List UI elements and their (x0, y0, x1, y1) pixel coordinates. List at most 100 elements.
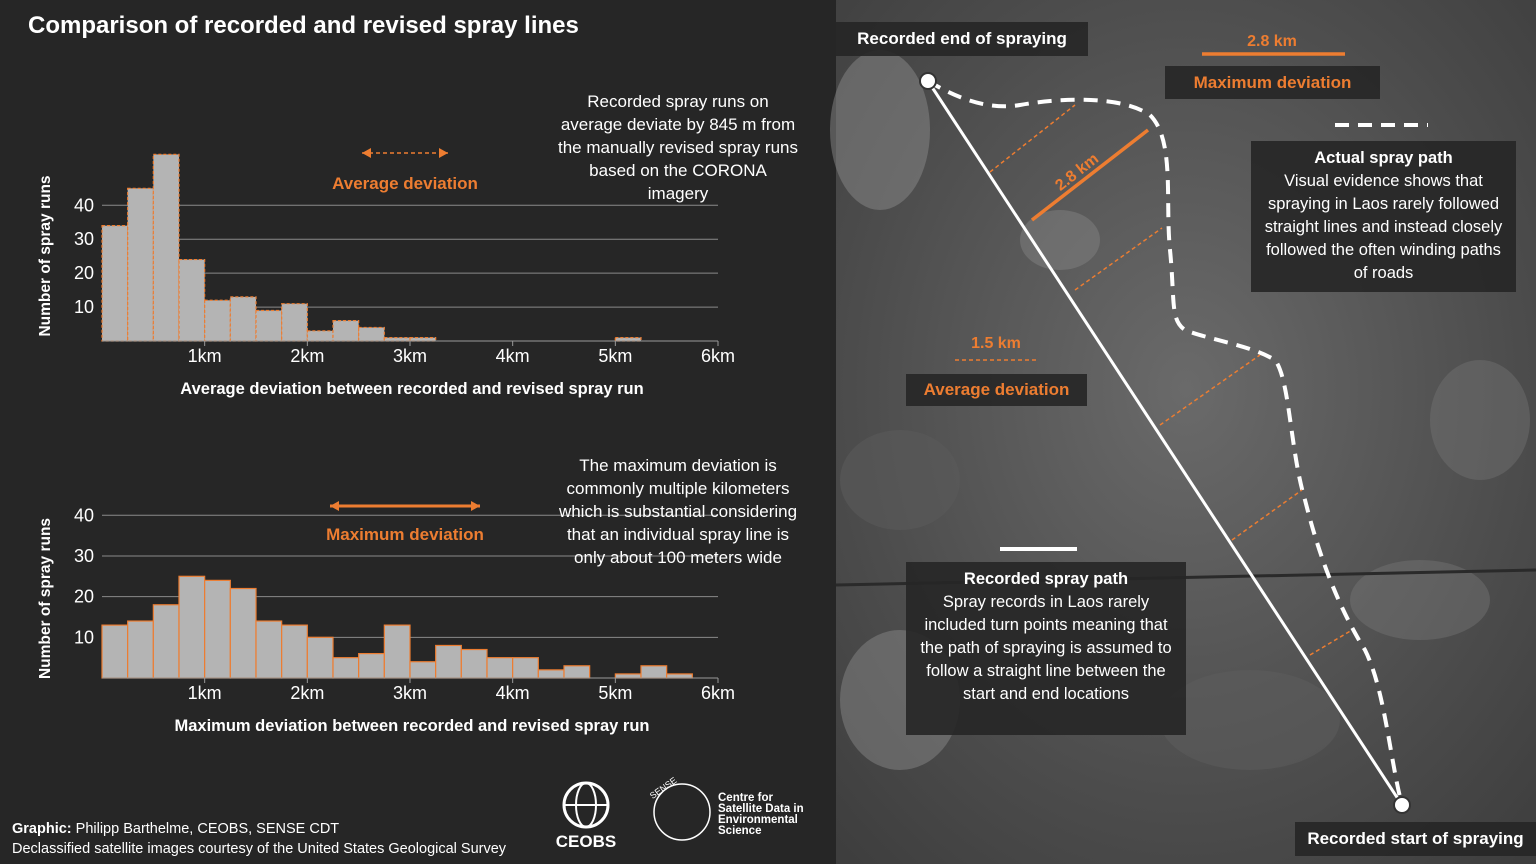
bar (178, 575, 206, 679)
arrow-head (362, 148, 448, 158)
bar (383, 337, 411, 342)
bar (563, 665, 591, 679)
histogram: 10 20 30 40 1km 2km 3km 4km 5km 6km Maximum deviat… (37, 501, 735, 735)
end-label: Recorded end of spraying (836, 22, 1088, 56)
bar (409, 661, 437, 679)
actual-text: Visual evidence shows that spraying in L… (1264, 172, 1503, 282)
terrain (1350, 560, 1490, 640)
bar (614, 673, 642, 679)
bar (358, 326, 385, 342)
deviation-arrow (1074, 227, 1163, 291)
y-tick-label: 20 (74, 587, 94, 607)
y-axis-title: Number of spray runs (37, 175, 54, 336)
x-axis-title: Average deviation between recorded and r… (180, 380, 643, 398)
bar (460, 648, 488, 679)
x-tick-label: 5km (598, 683, 632, 703)
start-label: Recorded start of spraying (1295, 822, 1536, 856)
end-point (919, 72, 937, 90)
start-point (1393, 796, 1411, 814)
bar (435, 644, 462, 679)
bar (332, 657, 360, 679)
bar (358, 652, 385, 679)
y-axis-title: Number of spray runs (37, 518, 54, 679)
bar (281, 624, 308, 679)
bar (255, 620, 283, 679)
bar (152, 153, 180, 342)
max-distance: 2.8 km (1247, 33, 1297, 50)
max-label: Maximum deviation (1165, 66, 1380, 99)
x-tick-label: 4km (496, 683, 530, 703)
bar (486, 657, 514, 679)
terrain (840, 430, 960, 530)
bar (666, 673, 693, 679)
bar (204, 299, 231, 342)
bar (614, 337, 642, 342)
x-tick-label: 5km (598, 346, 632, 366)
logos (562, 781, 711, 841)
terrain (1430, 360, 1530, 480)
credit: Philipp Barthelme, CEOBS, SENSE CDT (75, 821, 340, 837)
bar (127, 620, 154, 679)
terrain (1160, 670, 1340, 770)
x-tick-label: 6km (701, 683, 735, 703)
y-tick-label: 40 (74, 505, 94, 525)
sense-logo (653, 783, 711, 841)
recorded-text: Spray records in Laos rarely included tu… (920, 593, 1172, 703)
deviation-arrow (1309, 629, 1353, 656)
recorded-box: Recorded spray path Spray records in Lao… (906, 562, 1186, 735)
x-tick-label: 1km (188, 683, 222, 703)
bar (229, 296, 257, 342)
terrain (830, 50, 930, 210)
x-tick-label: 3km (393, 346, 427, 366)
logo-centre: Centre for Satellite Data in Environment… (718, 792, 804, 837)
bar (101, 624, 129, 679)
x-tick-label: 1km (188, 346, 222, 366)
x-axis-title: Maximum deviation between recorded and r… (175, 717, 650, 735)
avg-distance: 1.5 km (971, 335, 1021, 352)
recorded-path (926, 80, 1404, 806)
bar (152, 604, 180, 679)
bar (127, 187, 154, 342)
chart-note: The maximum deviation is commonly multip… (558, 456, 798, 567)
x-tick-label: 4km (496, 346, 530, 366)
y-tick-label: 40 (74, 195, 94, 215)
bar (306, 330, 334, 342)
actual-box: Actual spray path Visual evidence shows … (1251, 141, 1516, 292)
histogram: 10 20 30 40 1km 2km 3km 4km 5km 6km Average deviat… (37, 148, 735, 398)
credit-label: Graphic: (12, 821, 72, 837)
arrow-label: Average deviation (332, 174, 478, 193)
actual-path (926, 79, 1404, 806)
title: Comparison of recorded and revised spray… (28, 12, 579, 39)
logo-ceobs: CEOBS (555, 832, 617, 851)
deviation-arrow (1159, 354, 1261, 426)
credit-line: Graphic: Philipp Barthelme, CEOBS, SENSE… (12, 819, 506, 839)
bar (409, 337, 437, 342)
deviation-arrows (955, 104, 1353, 656)
y-tick-label: 30 (74, 229, 94, 249)
bar (204, 579, 231, 679)
bar (332, 320, 360, 342)
source: Declassified satellite images courtesy o… (12, 841, 507, 857)
arrow-label: Maximum deviation (326, 525, 484, 544)
x-tick-label: 2km (290, 683, 324, 703)
bar (383, 624, 411, 679)
y-tick-label: 10 (74, 627, 94, 647)
x-tick-label: 2km (290, 346, 324, 366)
bar (537, 669, 565, 679)
max-arrow (1030, 128, 1150, 222)
deviation-arrow (1231, 489, 1303, 541)
bar (101, 225, 129, 342)
x-tick-label: 6km (701, 346, 735, 366)
bar (281, 303, 308, 342)
actual-title: Actual spray path (1314, 149, 1453, 167)
x-tick-label: 3km (393, 683, 427, 703)
recorded-title: Recorded spray path (963, 570, 1129, 588)
terrain (1020, 210, 1100, 270)
y-tick-label: 10 (74, 297, 94, 317)
y-tick-label: 20 (74, 263, 94, 283)
chart-note: Recorded spray runs on average deviate b… (558, 92, 799, 203)
y-tick-label: 30 (74, 546, 94, 566)
bar (640, 665, 668, 679)
footer: Graphic: Philipp Barthelme, CEOBS, SENSE… (12, 819, 506, 859)
